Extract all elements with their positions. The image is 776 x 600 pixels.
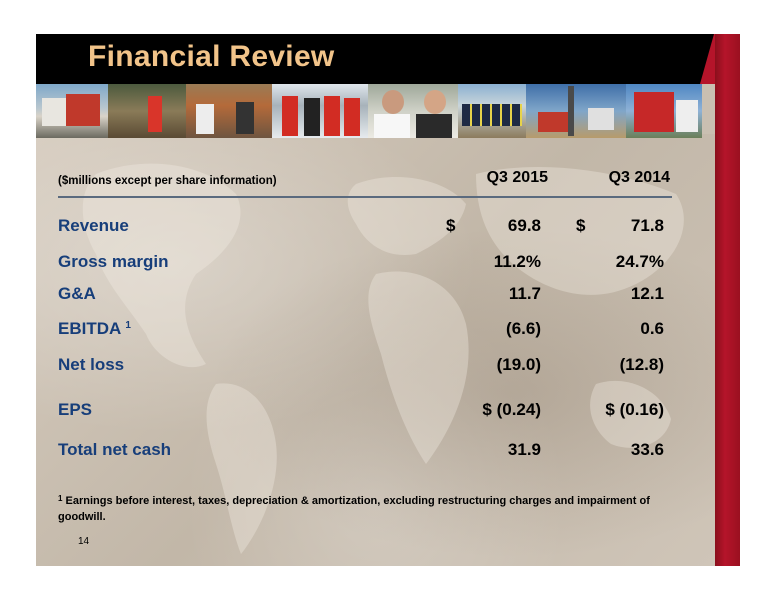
photo-rig-red — [626, 84, 702, 138]
table-row-net-loss: Net loss (19.0) (12.8) — [58, 355, 672, 381]
value-q3-2014: (12.8) — [619, 355, 664, 374]
row-label: EPS — [58, 400, 93, 419]
photo-rig-tower — [526, 84, 626, 138]
value-q3-2014: 71.8 — [630, 216, 664, 235]
footnote-marker: 1 — [58, 494, 63, 503]
value-q3-2015: 11.7 — [508, 284, 541, 303]
title-bar: Financial Review — [36, 34, 716, 84]
row-label: Net loss — [58, 355, 125, 374]
row-label: EBITDA — [58, 319, 121, 338]
row-label: Revenue — [58, 216, 129, 235]
value-q3-2015: 31.9 — [507, 440, 541, 459]
table-row-g-and-a: G&A 11.7 12.1 — [58, 284, 672, 310]
photo-crew-red — [272, 84, 368, 138]
value-q3-2014: 0.6 — [640, 319, 664, 338]
slide: Financial Review — [36, 34, 740, 566]
photo-drill-crew — [108, 84, 186, 138]
world-map-watermark — [82, 163, 684, 554]
photo-executives — [368, 84, 458, 138]
currency-symbol: $ — [446, 216, 456, 235]
currency-symbol: $ — [576, 216, 586, 235]
table-header: ($millions except per share information)… — [58, 166, 672, 198]
red-side-band — [715, 34, 740, 566]
photo-drill-truck — [36, 84, 108, 138]
parchment-background — [36, 134, 716, 566]
table-row-gross-margin: Gross margin 11.2% 24.7% — [58, 252, 672, 278]
value-q3-2015: $ (0.24) — [482, 400, 541, 419]
value-q3-2014: 12.1 — [630, 284, 664, 303]
row-label-ebitda: EBITDA 1 — [58, 319, 131, 339]
footnote-text: Earnings before interest, taxes, depreci… — [58, 495, 650, 523]
value-q3-2014: 24.7% — [615, 252, 664, 271]
row-label: Total net cash — [58, 440, 172, 459]
table-row-eps: EPS $ (0.24) $ (0.16) — [58, 400, 672, 426]
photo-strip — [36, 84, 740, 138]
photo-site-workers — [186, 84, 272, 138]
footnote-marker: 1 — [125, 320, 131, 331]
row-label: Gross margin — [58, 252, 169, 271]
value-q3-2015: (6.6) — [506, 319, 541, 338]
value-q3-2015: 11.2% — [493, 252, 541, 271]
footnote: 1 Earnings before interest, taxes, depre… — [58, 491, 698, 525]
photo-crew-group — [458, 84, 526, 138]
value-q3-2015: 69.8 — [507, 216, 541, 235]
row-label: G&A — [58, 284, 96, 303]
page-number: 14 — [78, 536, 90, 547]
value-q3-2015: (19.0) — [496, 355, 541, 374]
units-note: ($millions except per share information) — [58, 175, 277, 187]
column-header-q3-2015: Q3 2015 — [486, 169, 548, 186]
table-row-revenue: Revenue $ 69.8 $ 71.8 — [58, 216, 672, 242]
table-row-ebitda: EBITDA 1 (6.6) 0.6 — [58, 319, 672, 345]
table-row-total-net-cash: Total net cash 31.9 33.6 — [58, 440, 672, 466]
value-q3-2014: 33.6 — [630, 440, 664, 459]
slide-title: Financial Review — [88, 40, 335, 73]
column-header-q3-2014: Q3 2014 — [608, 169, 670, 186]
value-q3-2014: $ (0.16) — [605, 400, 664, 419]
